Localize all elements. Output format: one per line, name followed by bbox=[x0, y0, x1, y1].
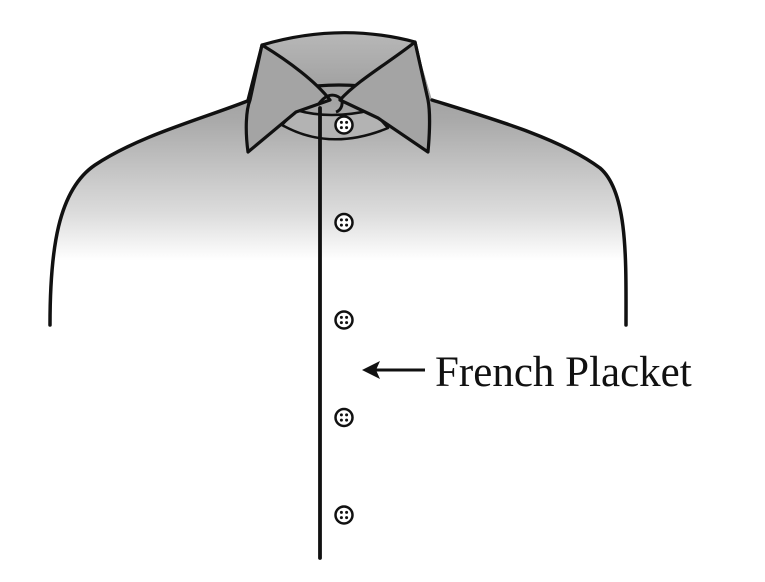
button-icon bbox=[334, 115, 354, 135]
button-icon bbox=[334, 212, 354, 233]
collar-center bbox=[316, 93, 344, 114]
placket-label: French Placket bbox=[435, 349, 692, 396]
button-icon bbox=[334, 505, 354, 525]
button-icon bbox=[334, 407, 354, 428]
button-icon bbox=[334, 310, 354, 330]
shirt-body bbox=[50, 31, 627, 326]
buttons-group bbox=[334, 115, 354, 525]
collar-left-point bbox=[244, 43, 332, 154]
shirt-outline bbox=[48, 98, 628, 327]
collar-right-point bbox=[338, 40, 432, 154]
arrow-left-icon bbox=[362, 361, 425, 379]
